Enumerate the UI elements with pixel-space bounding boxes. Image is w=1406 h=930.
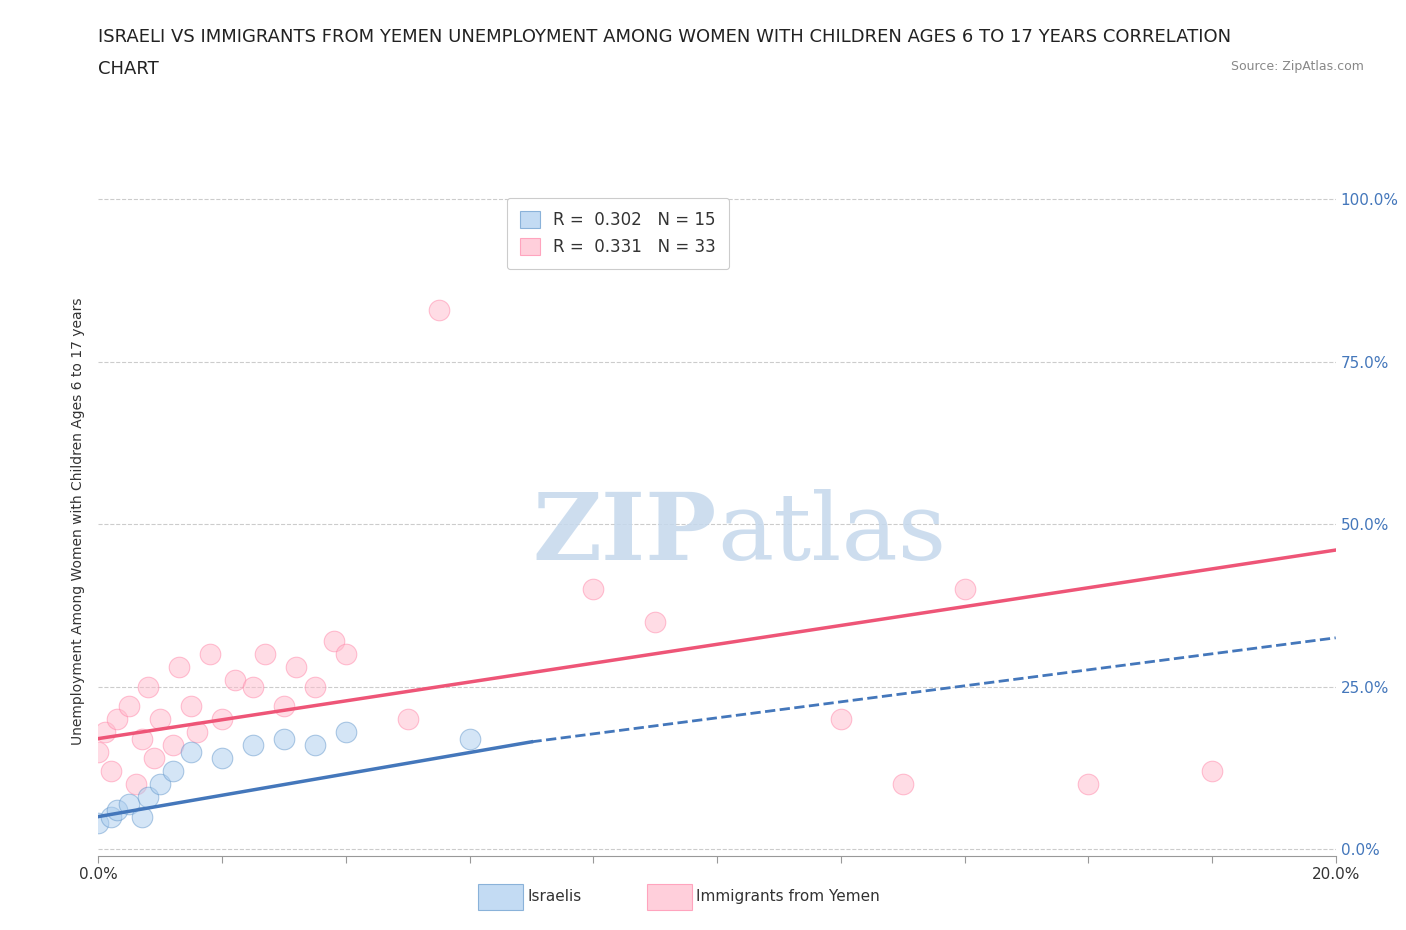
Point	[335, 646, 357, 661]
Point	[458, 731, 481, 746]
Text: atlas: atlas	[717, 489, 946, 579]
Point	[186, 724, 208, 739]
Point	[285, 659, 308, 674]
Point	[254, 646, 277, 661]
Point	[105, 711, 128, 726]
Point	[118, 796, 141, 811]
Point	[224, 672, 246, 687]
Point	[335, 724, 357, 739]
Point	[105, 803, 128, 817]
Point	[167, 659, 190, 674]
Point	[131, 809, 153, 824]
Text: ZIP: ZIP	[533, 489, 717, 579]
Text: ISRAELI VS IMMIGRANTS FROM YEMEN UNEMPLOYMENT AMONG WOMEN WITH CHILDREN AGES 6 T: ISRAELI VS IMMIGRANTS FROM YEMEN UNEMPLO…	[98, 28, 1232, 46]
Point	[93, 724, 115, 739]
Point	[100, 764, 122, 778]
Point	[427, 302, 450, 317]
Point	[87, 744, 110, 759]
Point	[242, 679, 264, 694]
Point	[273, 731, 295, 746]
Text: Israelis: Israelis	[527, 889, 582, 904]
Point	[830, 711, 852, 726]
Point	[1201, 764, 1223, 778]
Point	[162, 737, 184, 752]
Point	[87, 816, 110, 830]
Point	[180, 744, 202, 759]
Text: CHART: CHART	[98, 60, 159, 78]
Point	[242, 737, 264, 752]
Point	[198, 646, 221, 661]
Point	[149, 711, 172, 726]
Point	[131, 731, 153, 746]
Point	[953, 581, 976, 596]
Point	[396, 711, 419, 726]
Point	[136, 679, 159, 694]
Point	[273, 698, 295, 713]
Point	[118, 698, 141, 713]
Legend: R =  0.302   N = 15, R =  0.331   N = 33: R = 0.302 N = 15, R = 0.331 N = 33	[506, 198, 730, 269]
Point	[149, 777, 172, 791]
Y-axis label: Unemployment Among Women with Children Ages 6 to 17 years: Unemployment Among Women with Children A…	[72, 297, 86, 745]
Point	[322, 633, 344, 648]
Point	[143, 751, 166, 765]
Point	[891, 777, 914, 791]
Point	[1077, 777, 1099, 791]
Point	[124, 777, 146, 791]
Point	[211, 711, 233, 726]
Point	[100, 809, 122, 824]
Point	[211, 751, 233, 765]
Text: Source: ZipAtlas.com: Source: ZipAtlas.com	[1230, 60, 1364, 73]
Point	[582, 581, 605, 596]
Point	[180, 698, 202, 713]
Text: Immigrants from Yemen: Immigrants from Yemen	[696, 889, 880, 904]
Point	[644, 614, 666, 629]
Point	[304, 737, 326, 752]
Point	[304, 679, 326, 694]
Point	[136, 790, 159, 804]
Point	[162, 764, 184, 778]
